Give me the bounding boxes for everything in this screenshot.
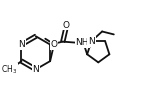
Text: NH: NH xyxy=(76,38,89,47)
Text: CH$_3$: CH$_3$ xyxy=(1,64,17,76)
Text: N: N xyxy=(88,37,95,46)
Text: O: O xyxy=(62,21,69,30)
Text: N: N xyxy=(18,40,25,49)
Text: O: O xyxy=(50,40,58,49)
Text: N: N xyxy=(32,65,39,74)
